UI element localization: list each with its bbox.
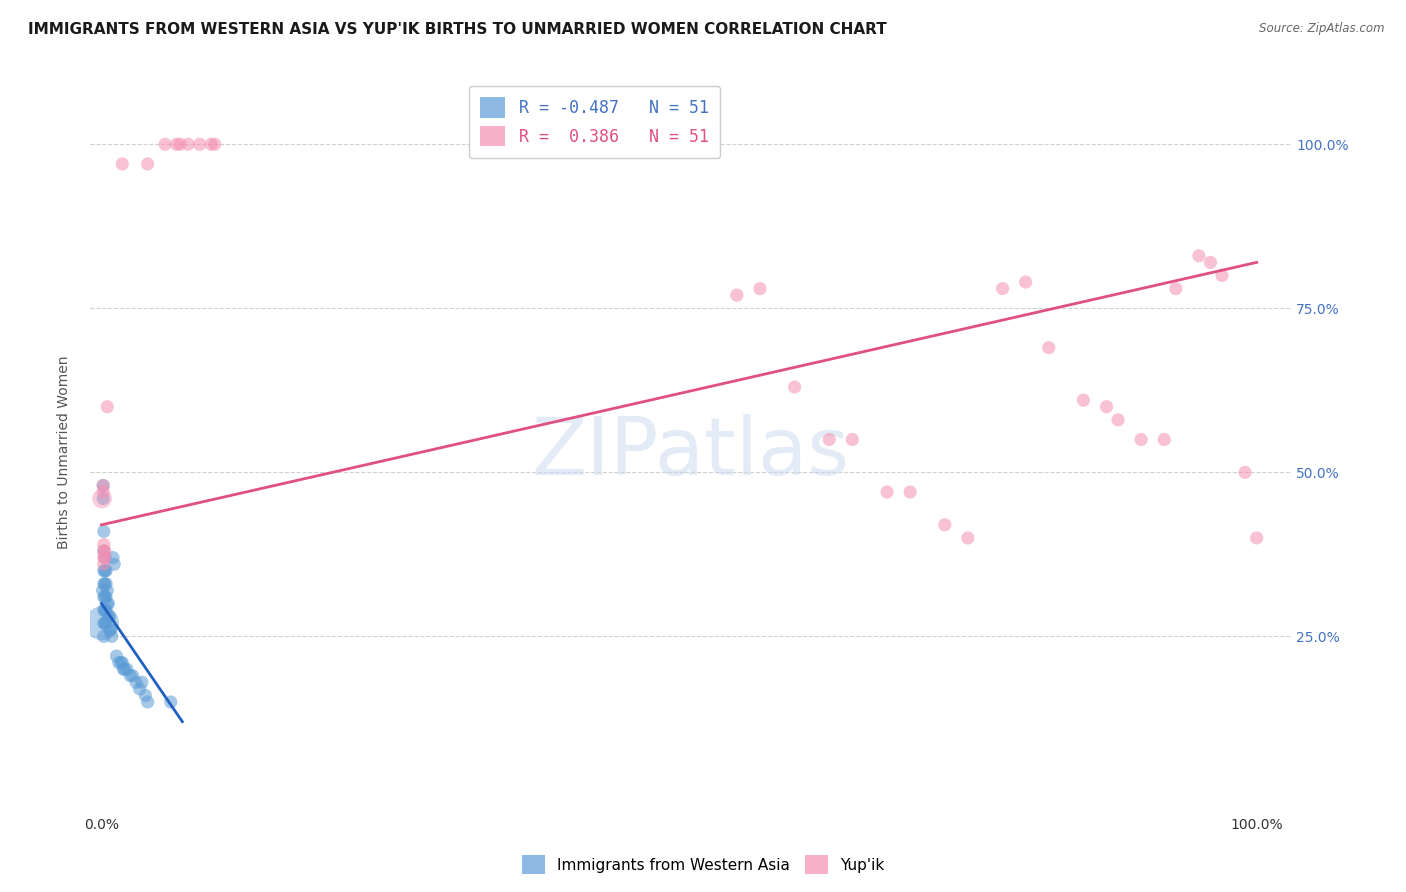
Point	[94, 603, 117, 617]
Point	[97, 609, 120, 624]
Point	[1038, 341, 1060, 355]
Point	[100, 623, 122, 637]
Point	[103, 558, 125, 572]
Point	[818, 433, 841, 447]
Point	[1014, 275, 1036, 289]
Point	[1107, 413, 1129, 427]
Point	[1234, 466, 1257, 480]
Point	[121, 669, 143, 683]
Point	[91, 583, 114, 598]
Point	[96, 583, 118, 598]
Point	[91, 491, 114, 506]
Point	[136, 695, 159, 709]
Point	[93, 550, 115, 565]
Point	[94, 603, 117, 617]
Point	[128, 681, 150, 696]
Point	[841, 433, 863, 447]
Point	[93, 629, 115, 643]
Point	[1188, 249, 1211, 263]
Point	[94, 564, 117, 578]
Point	[110, 656, 132, 670]
Point	[131, 675, 153, 690]
Point	[108, 656, 131, 670]
Point	[114, 662, 136, 676]
Point	[93, 544, 115, 558]
Point	[159, 695, 181, 709]
Legend: Immigrants from Western Asia, Yup'ik: Immigrants from Western Asia, Yup'ik	[516, 849, 890, 880]
Point	[1199, 255, 1222, 269]
Point	[91, 485, 114, 500]
Point	[111, 157, 134, 171]
Point	[136, 157, 159, 171]
Point	[204, 137, 226, 152]
Point	[91, 478, 114, 492]
Point	[200, 137, 222, 152]
Point	[94, 564, 117, 578]
Point	[112, 662, 135, 676]
Point	[98, 609, 121, 624]
Point	[934, 517, 956, 532]
Point	[93, 616, 115, 631]
Point	[1153, 433, 1175, 447]
Point	[1164, 282, 1187, 296]
Point	[991, 282, 1014, 296]
Point	[783, 380, 806, 394]
Point	[94, 590, 117, 604]
Point	[1130, 433, 1153, 447]
Point	[115, 662, 138, 676]
Text: Source: ZipAtlas.com: Source: ZipAtlas.com	[1260, 22, 1385, 36]
Point	[105, 648, 128, 663]
Point	[93, 577, 115, 591]
Point	[93, 544, 115, 558]
Legend: R = -0.487   N = 51, R =  0.386   N = 51: R = -0.487 N = 51, R = 0.386 N = 51	[468, 86, 720, 158]
Point	[93, 524, 115, 539]
Point	[93, 603, 115, 617]
Point	[94, 590, 117, 604]
Point	[111, 656, 134, 670]
Point	[898, 485, 921, 500]
Point	[169, 137, 191, 152]
Point	[98, 623, 121, 637]
Point	[91, 478, 114, 492]
Point	[101, 550, 124, 565]
Point	[125, 675, 148, 690]
Point	[101, 629, 124, 643]
Text: IMMIGRANTS FROM WESTERN ASIA VS YUP'IK BIRTHS TO UNMARRIED WOMEN CORRELATION CHA: IMMIGRANTS FROM WESTERN ASIA VS YUP'IK B…	[28, 22, 887, 37]
Point	[94, 550, 117, 565]
Point	[93, 564, 115, 578]
Point	[91, 491, 114, 506]
Point	[1211, 268, 1233, 283]
Point	[1246, 531, 1268, 545]
Point	[749, 282, 772, 296]
Point	[166, 137, 188, 152]
Point	[725, 288, 748, 302]
Point	[94, 550, 117, 565]
Point	[96, 400, 118, 414]
Point	[94, 577, 117, 591]
Point	[956, 531, 979, 545]
Point	[91, 616, 114, 631]
Point	[93, 590, 115, 604]
Point	[94, 577, 117, 591]
Point	[1073, 393, 1095, 408]
Point	[153, 137, 176, 152]
Point	[134, 689, 156, 703]
Point	[120, 669, 142, 683]
Text: ZIPatlas: ZIPatlas	[531, 414, 849, 491]
Point	[94, 616, 117, 631]
Point	[876, 485, 898, 500]
Point	[96, 597, 118, 611]
Point	[93, 558, 115, 572]
Point	[93, 537, 115, 551]
Point	[188, 137, 211, 152]
Point	[94, 616, 117, 631]
Point	[97, 597, 120, 611]
Y-axis label: Births to Unmarried Women: Births to Unmarried Women	[58, 356, 72, 549]
Point	[177, 137, 200, 152]
Point	[94, 544, 117, 558]
Point	[1095, 400, 1118, 414]
